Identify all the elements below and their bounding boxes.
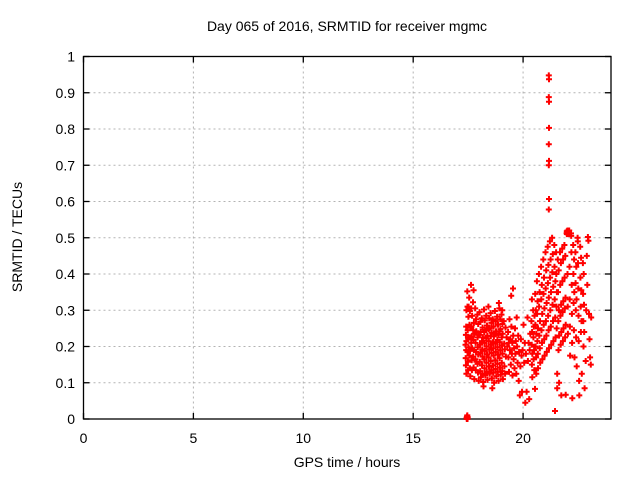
y-tick-label: 0.1 xyxy=(56,375,76,391)
y-tick-label: 0.8 xyxy=(56,121,76,137)
x-tick-label: 10 xyxy=(296,430,312,446)
x-tick-label: 0 xyxy=(80,430,88,446)
y-axis-label: SRMTID / TECUs xyxy=(9,182,25,292)
y-tick-label: 0.6 xyxy=(56,194,76,210)
x-tick-label: 20 xyxy=(515,430,531,446)
y-tick-label: 0.2 xyxy=(56,339,76,355)
y-tick-labels: 0 0.1 0.2 0.3 0.4 0.5 0.6 0.7 0.8 0.9 1 xyxy=(56,49,76,428)
axis-ticks xyxy=(82,55,611,420)
x-tick-label: 5 xyxy=(189,430,197,446)
y-tick-label: 0.9 xyxy=(56,85,76,101)
y-tick-label: 1 xyxy=(67,49,75,65)
y-tick-label: 0.5 xyxy=(56,230,76,246)
data-points xyxy=(462,72,595,422)
y-tick-label: 0.7 xyxy=(56,157,76,173)
x-tick-labels: 0 5 10 15 20 xyxy=(80,430,531,446)
y-tick-label: 0.3 xyxy=(56,302,76,318)
x-axis-label: GPS time / hours xyxy=(294,454,401,470)
y-tick-label: 0.4 xyxy=(56,266,76,282)
x-tick-label: 15 xyxy=(405,430,421,446)
chart-title: Day 065 of 2016, SRMTID for receiver mgm… xyxy=(207,18,487,34)
y-tick-label: 0 xyxy=(67,411,75,427)
scatter-markers xyxy=(462,72,595,422)
gridlines xyxy=(83,56,611,419)
